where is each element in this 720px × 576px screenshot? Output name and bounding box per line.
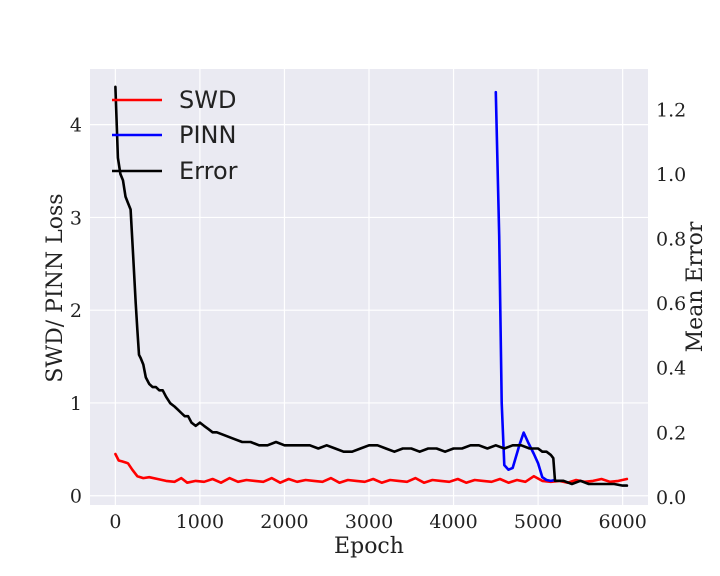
x-tick-label: 0: [109, 511, 121, 533]
y-left-tick-label: 2: [70, 300, 82, 322]
series-line-pinn: [494, 90, 557, 483]
x-tick-label: 6000: [598, 511, 646, 533]
y-right-tick-label: 0.4: [656, 358, 686, 380]
legend-label-pinn: PINN: [179, 121, 236, 149]
series-line-error: [114, 85, 629, 487]
x-tick-label: 2000: [260, 511, 308, 533]
y-right-tick-label: 0.6: [656, 293, 686, 315]
y-left-tick-label: 1: [70, 393, 82, 415]
x-tick-label: 3000: [345, 511, 393, 533]
series-line-swd: [114, 452, 629, 485]
legend-label-error: Error: [179, 157, 238, 185]
grid: [90, 69, 648, 505]
legend-label-swd: SWD: [179, 86, 236, 114]
x-tick-label: 4000: [429, 511, 477, 533]
y-right-ticks: 0.0 0.2 0.4 0.6 0.8 1.0 1.2: [656, 99, 686, 509]
y-right-tick-label: 0.8: [656, 229, 686, 251]
y-right-tick-label: 0.0: [656, 487, 686, 509]
y-left-ticks: 0 1 2 3 4: [70, 115, 82, 508]
y-left-tick-label: 0: [70, 486, 82, 508]
x-tick-label: 1000: [176, 511, 224, 533]
y-right-tick-label: 1.2: [656, 99, 686, 121]
y-left-axis-title: SWD/ PINN Loss: [43, 193, 68, 382]
y-right-axis-title: Mean Error: [683, 221, 708, 352]
y-left-tick-label: 4: [70, 115, 82, 137]
y-right-tick-label: 1.0: [656, 164, 686, 186]
legend: SWD PINN Error: [112, 86, 238, 185]
series-layer: [114, 85, 629, 487]
y-left-tick-label: 3: [70, 207, 82, 229]
x-tick-label: 5000: [514, 511, 562, 533]
x-ticks: 0 1000 2000 3000 4000 5000 6000: [109, 511, 646, 533]
y-right-tick-label: 0.2: [656, 422, 686, 444]
x-axis-title: Epoch: [334, 534, 404, 559]
